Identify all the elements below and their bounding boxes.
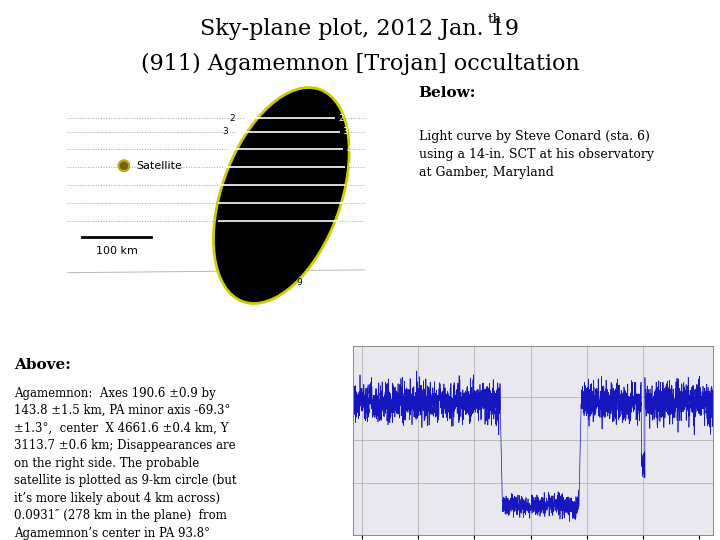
Ellipse shape [213, 87, 349, 303]
Text: 3: 3 [222, 127, 228, 136]
Text: Satellite: Satellite [136, 161, 181, 171]
Text: 4: 4 [346, 145, 352, 154]
Text: 8: 8 [342, 216, 348, 225]
Text: Above:: Above: [14, 358, 71, 372]
Text: 5: 5 [348, 163, 354, 172]
Text: 7: 7 [346, 198, 351, 207]
Circle shape [119, 160, 130, 171]
Text: 2: 2 [230, 114, 235, 123]
Text: Agamemnon:  Axes 190.6 ±0.9 by
143.8 ±1.5 km, PA minor axis -69.3°
±1.3°,  cente: Agamemnon: Axes 190.6 ±0.9 by 143.8 ±1.5… [14, 387, 236, 539]
Text: 100 km: 100 km [96, 246, 138, 256]
Text: Below:: Below: [419, 86, 476, 100]
Text: th: th [487, 12, 502, 25]
Text: 3: 3 [343, 127, 348, 136]
Text: 9: 9 [296, 278, 302, 287]
Text: 2: 2 [338, 114, 344, 123]
Text: 6: 6 [348, 180, 354, 190]
Text: (911) Agamemnon [Trojan] occultation: (911) Agamemnon [Trojan] occultation [140, 52, 580, 75]
Text: Light curve by Steve Conard (sta. 6)
using a 14-in. SCT at his observatory
at Ga: Light curve by Steve Conard (sta. 6) usi… [419, 130, 654, 179]
Text: Sky-plane plot, 2012 Jan. 19: Sky-plane plot, 2012 Jan. 19 [200, 17, 520, 39]
